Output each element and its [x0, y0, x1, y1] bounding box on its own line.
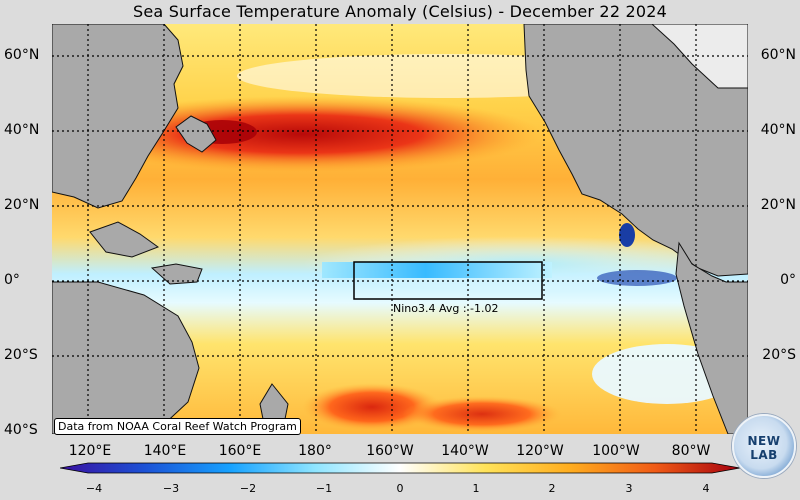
north-america-landmass — [523, 24, 748, 277]
lat-label-left-20s: 20°S — [4, 347, 38, 363]
map-title: Sea Surface Temperature Anomaly (Celsius… — [133, 2, 667, 21]
lon-label-100w: 100°W — [592, 443, 640, 459]
colorbar-tick-2: 2 — [548, 482, 556, 495]
south-america-landmass — [675, 241, 748, 434]
colorbar-tick-3: 3 — [625, 482, 633, 495]
lon-label-160w: 160°W — [366, 443, 414, 459]
lat-label-left-0: 0° — [4, 272, 20, 288]
lon-label-140e: 140°E — [143, 443, 187, 459]
lat-label-left-60n: 60°N — [4, 47, 40, 63]
gulf-of-panama-cold-spot — [619, 223, 635, 247]
temperature-anomaly-colorbar: −4 −3 −2 −1 0 1 2 3 4 — [59, 462, 741, 500]
indonesia-landmass — [89, 221, 160, 258]
arctic-ice-region — [651, 24, 748, 89]
nino34-average-label: Nino3.4 Avg : -1.02 — [393, 302, 499, 315]
colorbar-tick-minus-2: −2 — [239, 482, 257, 495]
colorbar-tick-minus-4: −4 — [85, 482, 103, 495]
lat-label-left-40s: 40°S — [4, 422, 38, 438]
lon-label-160e: 160°E — [218, 443, 262, 459]
colorbar-tick-4: 4 — [702, 482, 710, 495]
lat-label-right-60n: 60°N — [760, 47, 796, 63]
colorbar-tick-1: 1 — [472, 482, 480, 495]
lat-label-right-20n: 20°N — [760, 197, 796, 213]
new-lab-logo-text: NEW LAB — [747, 434, 781, 462]
colorbar-svg — [59, 462, 741, 474]
lon-label-180: 180° — [298, 443, 332, 459]
lon-label-120w: 120°W — [516, 443, 564, 459]
lat-label-right-40n: 40°N — [760, 122, 796, 138]
nino34-region-box — [353, 261, 543, 300]
southern-warm-anomaly-central — [402, 396, 562, 432]
colorbar-tick-0: 0 — [396, 482, 404, 495]
lon-label-80w: 80°W — [671, 443, 711, 459]
graticule-lines — [52, 24, 748, 434]
lon-label-120e: 120°E — [68, 443, 112, 459]
north-pacific-warm-anomaly — [62, 96, 542, 172]
lat-label-right-0: 0° — [780, 272, 796, 288]
data-credit-label: Data from NOAA Coral Reef Watch Program — [54, 418, 301, 435]
colorbar-tick-minus-1: −1 — [315, 482, 333, 495]
lon-label-140w: 140°W — [441, 443, 489, 459]
japan-landmass — [175, 115, 217, 153]
colorbar-gradient-shape — [59, 462, 741, 474]
eastern-equatorial-cold-spot — [597, 270, 677, 286]
sst-anomaly-map — [52, 24, 748, 434]
colorbar-tick-minus-3: −3 — [162, 482, 180, 495]
lat-label-left-20n: 20°N — [4, 197, 40, 213]
asia-landmass — [52, 24, 184, 209]
australia-landmass — [52, 281, 200, 434]
lat-label-right-20s: 20°S — [762, 347, 796, 363]
new-lab-logo: NEW LAB — [732, 414, 796, 478]
equatorial-cold-tongue — [322, 262, 552, 278]
lat-label-left-40n: 40°N — [4, 122, 40, 138]
sst-anomaly-map-svg — [52, 24, 748, 434]
